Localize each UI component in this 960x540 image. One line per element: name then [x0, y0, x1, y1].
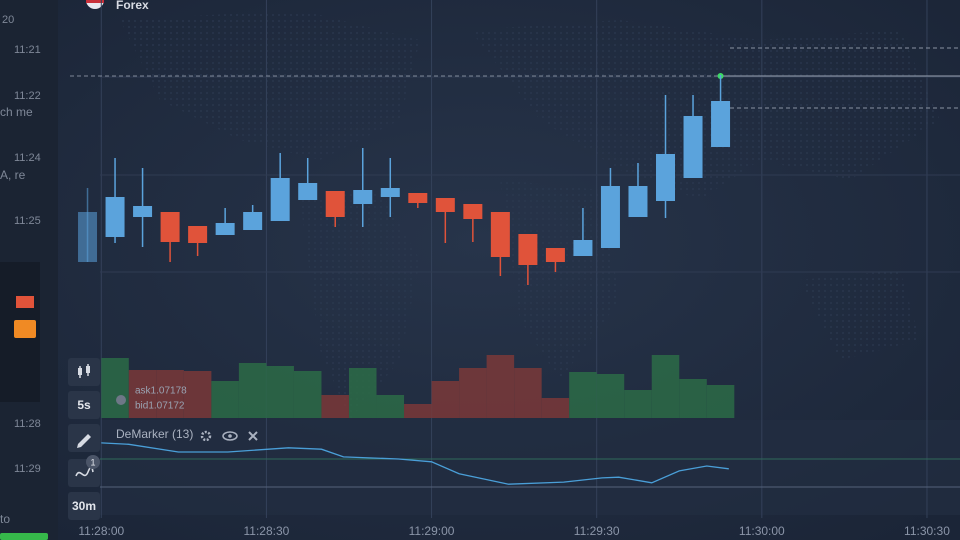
x-tick-label: 11:30:00: [739, 524, 785, 538]
candle-body: [243, 212, 263, 230]
x-tick-label: 11:28:00: [78, 524, 124, 538]
indicator-name: DeMarker (13): [116, 427, 193, 441]
volume-bar: [376, 395, 405, 418]
volume-bar: [514, 368, 542, 418]
chat-fragment: 20: [2, 14, 14, 26]
chat-text: A, re: [0, 168, 26, 182]
volume-bar: [404, 404, 432, 418]
candle-body: [78, 212, 98, 262]
toolbar: 5s 1 30m: [68, 358, 100, 520]
chat-time: 11:22: [14, 90, 41, 102]
x-tick-label: 11:28:30: [244, 524, 290, 538]
candle-body: [573, 240, 593, 256]
candle-body: [656, 154, 676, 201]
bid-price: bid1.07172: [135, 401, 185, 412]
badge-count: 1: [90, 457, 95, 467]
candle-body: [490, 212, 510, 257]
chat-time: 11:28: [14, 418, 41, 430]
remove-icon[interactable]: [248, 431, 258, 441]
volume-bar: [679, 379, 707, 418]
candle-body: [105, 197, 125, 237]
volume-bar: [293, 371, 322, 418]
candle-body: [160, 212, 180, 242]
world-map: [120, 10, 940, 420]
candle-body: [518, 234, 538, 265]
asset-name[interactable]: Forex: [116, 0, 149, 12]
volume-bar: [651, 355, 680, 418]
candle-body: [408, 193, 428, 203]
candle-body: [600, 186, 620, 248]
volume-bar: [128, 370, 157, 418]
volume-bar: [569, 372, 597, 418]
candle-body: [683, 116, 703, 178]
chat-time: 11:24: [14, 152, 41, 164]
flag-stripe: [86, 0, 104, 3]
help-icon[interactable]: [116, 395, 126, 405]
candle-body: [711, 101, 731, 147]
volume-bar: [321, 395, 349, 418]
candle-body: [270, 178, 290, 221]
volume-bar: [486, 355, 515, 418]
candle-icon-body: [78, 368, 82, 375]
candle-body: [628, 186, 648, 217]
mini-down: [16, 296, 34, 308]
period-button[interactable]: [68, 492, 100, 520]
volume-bar: [541, 398, 570, 418]
indicator-line: [101, 442, 729, 485]
candle-body: [380, 188, 400, 197]
volume-bar: [211, 381, 239, 418]
send-button[interactable]: [0, 533, 48, 540]
timeframe: 5s: [77, 398, 91, 412]
volume-bar: [624, 390, 652, 418]
x-tick-label: 11:29:00: [409, 524, 455, 538]
chat-time: 11:21: [14, 44, 41, 56]
mini-button[interactable]: [14, 320, 36, 338]
volume-bar: [183, 371, 212, 418]
candle-body: [133, 206, 153, 217]
candle-body: [215, 223, 235, 235]
candle-body: [188, 226, 208, 243]
badge: [86, 455, 100, 469]
settings-icon[interactable]: [200, 430, 212, 442]
ask-price: ask1.07178: [135, 386, 187, 397]
x-tick-label: 11:29:30: [574, 524, 620, 538]
chat-time: 11:29: [14, 463, 41, 475]
chat-text: ch me: [0, 105, 33, 119]
volume-bar: [431, 381, 460, 418]
candle-icon-body: [86, 366, 90, 373]
candle-body: [353, 190, 373, 204]
volume-bar: [706, 385, 735, 418]
volume-bar: [156, 370, 184, 418]
volume-bar: [596, 374, 625, 418]
chat-time: 11:25: [14, 215, 41, 227]
period: 30m: [72, 499, 96, 513]
candle-body: [545, 248, 565, 262]
chart-type-button[interactable]: [68, 358, 100, 386]
timeframe-button[interactable]: [68, 391, 100, 419]
candle-body: [435, 198, 455, 212]
x-tick-label: 11:30:30: [904, 524, 950, 538]
volume-bar: [101, 358, 129, 418]
candle-body: [463, 204, 483, 219]
volume-bar: [266, 366, 294, 418]
pencil-icon: [77, 434, 91, 448]
candle-body: [325, 191, 345, 217]
chat-text: to: [0, 512, 10, 526]
candle-body: [298, 183, 318, 200]
volume-bar: [459, 368, 487, 418]
visibility-icon[interactable]: [222, 431, 238, 441]
volume-bar: [238, 363, 267, 418]
indicator-panel: [100, 420, 960, 515]
visibility-icon-pupil: [228, 434, 232, 438]
volume-bar: [348, 368, 377, 418]
